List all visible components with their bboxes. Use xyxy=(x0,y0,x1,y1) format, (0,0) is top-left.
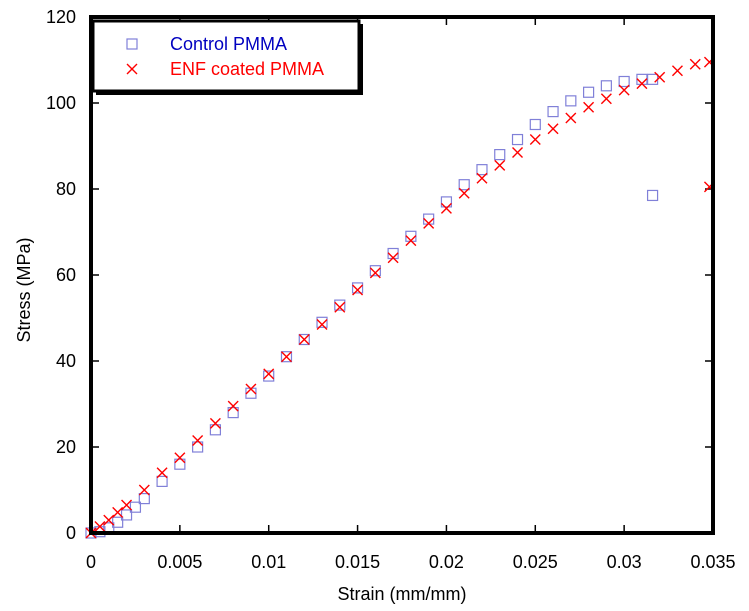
data-point xyxy=(637,79,647,89)
data-point xyxy=(566,96,576,106)
x-tick-label: 0.035 xyxy=(690,552,735,572)
data-point xyxy=(648,74,658,84)
x-tick-label: 0.015 xyxy=(335,552,380,572)
y-tick-labels: 0 20 40 60 80 100 120 xyxy=(46,7,76,543)
data-point xyxy=(317,317,327,327)
x-axis-label: Strain (mm/mm) xyxy=(338,584,467,604)
data-point xyxy=(335,302,345,312)
data-point xyxy=(530,120,540,130)
data-point xyxy=(370,266,380,276)
data-point xyxy=(584,102,594,112)
data-point xyxy=(406,236,416,246)
y-tick-label: 0 xyxy=(66,523,76,543)
data-point xyxy=(655,72,665,82)
legend-box xyxy=(93,21,359,91)
y-tick-label: 40 xyxy=(56,351,76,371)
data-point xyxy=(370,268,380,278)
data-point xyxy=(317,319,327,329)
data-point xyxy=(353,283,363,293)
data-point xyxy=(193,436,203,446)
x-tick-labels: 0 0.005 0.01 0.015 0.02 0.025 0.03 0.035 xyxy=(86,552,736,572)
data-point xyxy=(335,300,345,310)
data-point xyxy=(441,203,451,213)
data-point xyxy=(566,113,576,123)
data-series xyxy=(86,57,714,538)
data-point xyxy=(477,165,487,175)
data-point xyxy=(513,147,523,157)
data-point xyxy=(264,371,274,381)
y-tick-label: 60 xyxy=(56,265,76,285)
data-point xyxy=(672,66,682,76)
data-point xyxy=(584,87,594,97)
data-point xyxy=(175,453,185,463)
legend-label-control: Control PMMA xyxy=(170,34,287,54)
x-tick-label: 0.005 xyxy=(157,552,202,572)
data-point xyxy=(690,59,700,69)
legend-shadow-right xyxy=(359,24,363,94)
data-point xyxy=(281,352,291,362)
legend-label-enf: ENF coated PMMA xyxy=(170,59,324,79)
data-point xyxy=(388,253,398,263)
data-point xyxy=(513,135,523,145)
data-point xyxy=(353,285,363,295)
data-point xyxy=(157,476,167,486)
data-point xyxy=(601,94,611,104)
x-tick-label: 0.02 xyxy=(429,552,464,572)
x-tick-label: 0.03 xyxy=(607,552,642,572)
data-point xyxy=(210,418,220,428)
data-point xyxy=(548,124,558,134)
data-point xyxy=(548,107,558,117)
data-point xyxy=(495,150,505,160)
data-point xyxy=(530,135,540,145)
series-enf-coated-pmma xyxy=(86,57,714,538)
y-tick-label: 100 xyxy=(46,93,76,113)
x-tick-label: 0.025 xyxy=(513,552,558,572)
data-point xyxy=(619,77,629,87)
y-tick-label: 20 xyxy=(56,437,76,457)
y-axis-label: Stress (MPa) xyxy=(14,237,34,342)
data-point xyxy=(648,190,658,200)
data-point xyxy=(228,401,238,411)
data-point xyxy=(424,218,434,228)
x-tick-label: 0 xyxy=(86,552,96,572)
y-tick-label: 80 xyxy=(56,179,76,199)
data-point xyxy=(299,335,309,345)
x-tick-label: 0.01 xyxy=(251,552,286,572)
data-point xyxy=(246,384,256,394)
legend-shadow-bottom xyxy=(96,91,363,95)
legend: Control PMMA ENF coated PMMA xyxy=(93,21,363,95)
data-point xyxy=(264,369,274,379)
series-control-pmma xyxy=(86,74,658,538)
y-tick-label: 120 xyxy=(46,7,76,27)
data-point xyxy=(601,81,611,91)
data-point xyxy=(495,160,505,170)
data-point xyxy=(459,180,469,190)
